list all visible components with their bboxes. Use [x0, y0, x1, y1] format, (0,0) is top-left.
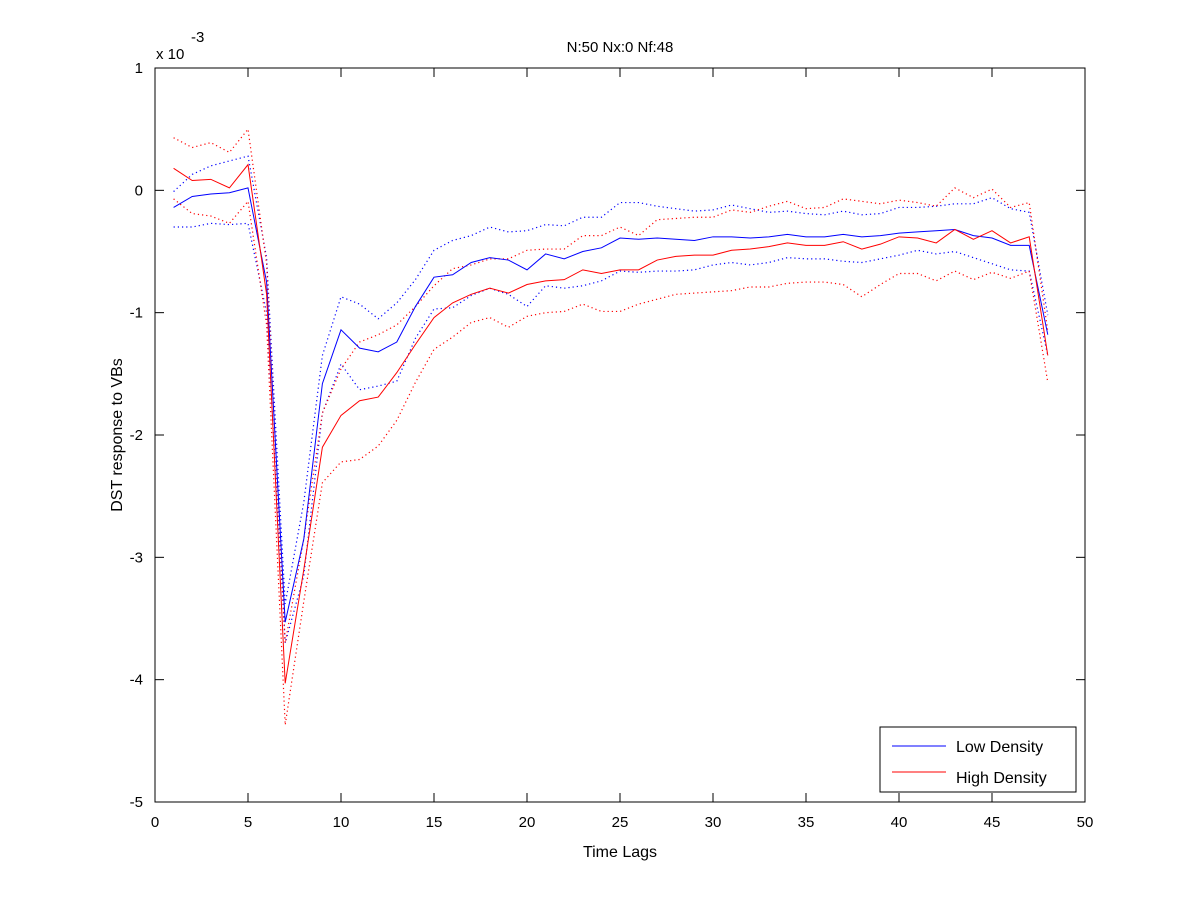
y-tick-label: 1 — [135, 60, 143, 77]
x-tick-label: 40 — [891, 814, 908, 831]
confidence-bound-line — [173, 155, 1049, 604]
x-axis-label: Time Lags — [583, 844, 657, 861]
x-tick-label: 35 — [798, 814, 815, 831]
x-tick-label: 15 — [426, 814, 443, 831]
y-tick-label: -3 — [130, 549, 143, 566]
x-tick-label: 30 — [705, 814, 722, 831]
series-line-high-density — [173, 163, 1049, 684]
y-axis-label: DST response to VBs — [109, 358, 126, 512]
series-layer — [173, 127, 1049, 726]
y-tick-label: -5 — [130, 794, 143, 811]
legend-label-low-density: Low Density — [956, 739, 1043, 756]
x-tick-label: 5 — [244, 814, 252, 831]
x-tick-label: 45 — [984, 814, 1001, 831]
y-scale-exponent: -3 — [191, 29, 204, 46]
y-tick-label: -1 — [130, 305, 143, 322]
x-tick-label: 50 — [1077, 814, 1094, 831]
y-tick-label: -2 — [130, 427, 143, 444]
x-tick-label: 25 — [612, 814, 629, 831]
x-tick-label: 10 — [333, 814, 350, 831]
ticks-layer: 0 5 10 15 20 25 30 35 40 45 50 -5 -4 -3 -2 -1 0 1 — [130, 60, 1094, 831]
x-tick-label: 20 — [519, 814, 536, 831]
y-scale-multiplier: x 10 — [156, 46, 184, 63]
legend-label-high-density: High Density — [956, 770, 1047, 787]
legend-box — [879, 726, 1077, 793]
plot-area — [155, 68, 1085, 802]
y-tick-label: 0 — [135, 182, 143, 199]
legend: Low Density High Density — [879, 726, 1077, 793]
series-line-low-density — [173, 187, 1049, 623]
y-tick-label: -4 — [130, 672, 143, 689]
chart-title: N:50 Nx:0 Nf:48 — [567, 39, 674, 56]
x-tick-label: 0 — [151, 814, 159, 831]
